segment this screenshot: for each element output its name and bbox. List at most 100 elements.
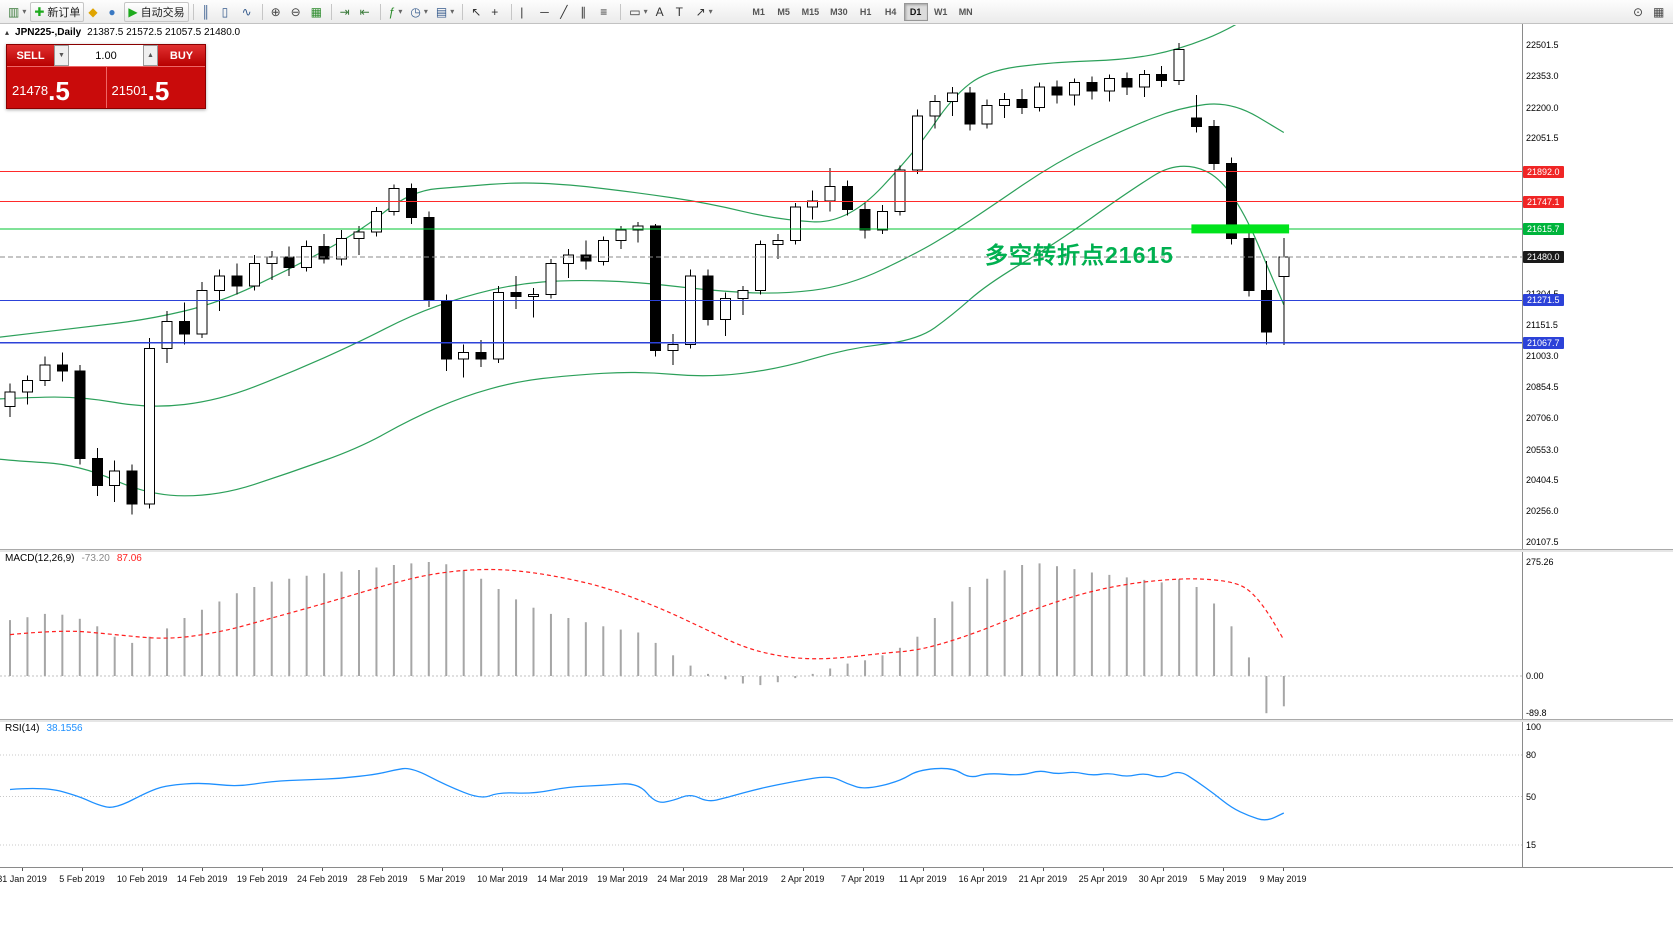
bar-chart-mode-button[interactable]: ║: [198, 2, 218, 22]
candle: [842, 186, 854, 210]
candle: [91, 457, 103, 486]
price-tick-label: 22051.5: [1526, 133, 1559, 144]
horizontal-line-button[interactable]: ─: [536, 2, 556, 22]
community-button[interactable]: ●: [104, 2, 124, 22]
zoom-in-button[interactable]: ⊕: [267, 2, 287, 22]
panel-separator-rsi[interactable]: [0, 719, 1673, 722]
new-chart-button[interactable]: ▥ ▾: [4, 2, 30, 22]
buy-price-big: .5: [147, 76, 170, 106]
shapes-button[interactable]: ▭ ▾: [625, 2, 651, 22]
metaeditor-button[interactable]: ◆: [84, 2, 104, 22]
time-axis[interactable]: 31 Jan 2019 5 Feb 2019 10 Feb 2019 14 Feb 2…: [0, 867, 1673, 893]
time-axis-label: 9 May 2019: [1259, 874, 1307, 884]
time-axis-tick: [622, 868, 624, 871]
time-axis-label: 30 Apr 2019: [1138, 874, 1188, 884]
zoom-out-button[interactable]: ⊖: [287, 2, 307, 22]
candle: [353, 231, 365, 239]
timeframe-D1-button[interactable]: D1: [903, 2, 928, 21]
buy-button[interactable]: BUY: [158, 45, 205, 66]
autotrading-button[interactable]: ▶ 自动交易: [124, 1, 189, 22]
candle: [894, 169, 906, 212]
macd-scale[interactable]: 275.26 0.00 -89.8: [1523, 552, 1673, 719]
templates-icon: ▤: [435, 4, 448, 19]
buy-price[interactable]: 21501 .5: [105, 67, 206, 108]
timeframe-H1-button[interactable]: H1: [854, 3, 878, 21]
tile-windows-icon: ▦: [310, 4, 322, 19]
candle: [1243, 237, 1255, 291]
candlestick-chart-mode-button[interactable]: ▯: [218, 2, 238, 22]
candle: [231, 275, 243, 287]
candle: [74, 370, 86, 459]
equidistant-channel-button[interactable]: ∥: [576, 2, 596, 22]
templates-caret-icon: ▾: [450, 7, 455, 16]
candle: [964, 92, 976, 125]
arrows-button[interactable]: ↗ ▾: [692, 2, 717, 22]
time-axis-tick: [862, 868, 864, 871]
time-axis-tick: [142, 868, 144, 871]
candle: [109, 470, 121, 486]
main-chart-layer: [0, 25, 1522, 515]
window-layout-button[interactable]: ▦: [1649, 2, 1669, 22]
timeframe-W1-button[interactable]: W1: [929, 3, 953, 21]
volume-up-button[interactable]: ▲: [143, 45, 158, 66]
level-price-label: 21067.7: [1523, 336, 1564, 349]
vertical-line-button[interactable]: |: [516, 2, 536, 22]
timeframe-H4-button[interactable]: H4: [879, 3, 903, 21]
candle: [1121, 78, 1133, 88]
periods-button[interactable]: ◷ ▾: [406, 2, 432, 22]
one-click-toggle-icon[interactable]: ▴: [5, 28, 10, 37]
sell-button[interactable]: SELL: [7, 45, 54, 66]
shapes-caret-icon: ▾: [643, 7, 648, 16]
timeframe-M30-button[interactable]: M30: [825, 3, 853, 21]
macd-layer: [0, 562, 1522, 714]
price-scale[interactable]: 22501.5 22353.0 22200.0 22051.5 21304.5 21151…: [1523, 24, 1673, 549]
rsi-layer: [0, 754, 1522, 846]
sell-price[interactable]: 21478 .5: [7, 67, 106, 108]
new-order-button[interactable]: ✚ 新订单: [30, 1, 85, 22]
indicators-button[interactable]: ƒ ▾: [385, 2, 407, 22]
chart-shift-button[interactable]: ⇤: [356, 2, 376, 22]
tile-windows-button[interactable]: ▦: [307, 2, 327, 22]
symbol-search-button[interactable]: ⊙: [1629, 2, 1649, 22]
trend-line-button[interactable]: ╱: [556, 2, 576, 22]
highlight-segment[interactable]: [1191, 224, 1290, 234]
zoom-out-icon: ⊖: [290, 4, 301, 19]
annotation-text[interactable]: 多空转折点21615: [985, 242, 1174, 268]
line-chart-mode-button[interactable]: ∿: [238, 2, 258, 22]
timeframe-M15-button[interactable]: M15: [797, 3, 825, 21]
zoom-in-icon: ⊕: [270, 4, 281, 19]
cursor-button[interactable]: ↖: [467, 2, 487, 22]
candle: [615, 229, 627, 242]
candlestick-chart-mode-icon: ▯: [221, 4, 229, 19]
candle: [1034, 86, 1045, 109]
new-order-icon: ✚: [34, 4, 45, 19]
timeframe-M5-button[interactable]: M5: [772, 3, 796, 21]
candle: [685, 275, 696, 345]
candle: [719, 298, 731, 320]
fibonacci-button[interactable]: ≡: [596, 2, 616, 22]
candle: [179, 320, 190, 335]
time-axis-tick: [742, 868, 744, 871]
volume-input[interactable]: [69, 45, 143, 66]
price-tick-label: 22501.5: [1526, 40, 1559, 50]
indicators-caret-icon: ▾: [398, 7, 403, 16]
candle: [1051, 86, 1063, 96]
candle: [859, 208, 871, 231]
candle: [161, 320, 173, 349]
text-label-button[interactable]: T: [672, 2, 692, 22]
text-icon: A: [655, 4, 664, 19]
macd-label: MACD(12,26,9): [5, 553, 75, 564]
rsi-scale[interactable]: 100 80 50 15: [1523, 722, 1673, 867]
auto-scroll-button[interactable]: ⇥: [336, 2, 356, 22]
timeframe-M1-button[interactable]: M1: [747, 3, 771, 21]
community-icon: ●: [108, 4, 116, 19]
text-button[interactable]: A: [652, 2, 672, 22]
volume-down-button[interactable]: ▼: [54, 45, 69, 66]
timeframe-MN-button[interactable]: MN: [954, 3, 978, 21]
candle: [772, 240, 784, 246]
panel-separator-macd[interactable]: [0, 549, 1673, 552]
candle: [1226, 163, 1237, 239]
crosshair-button[interactable]: +: [487, 2, 507, 22]
templates-button[interactable]: ▤ ▾: [432, 2, 458, 22]
